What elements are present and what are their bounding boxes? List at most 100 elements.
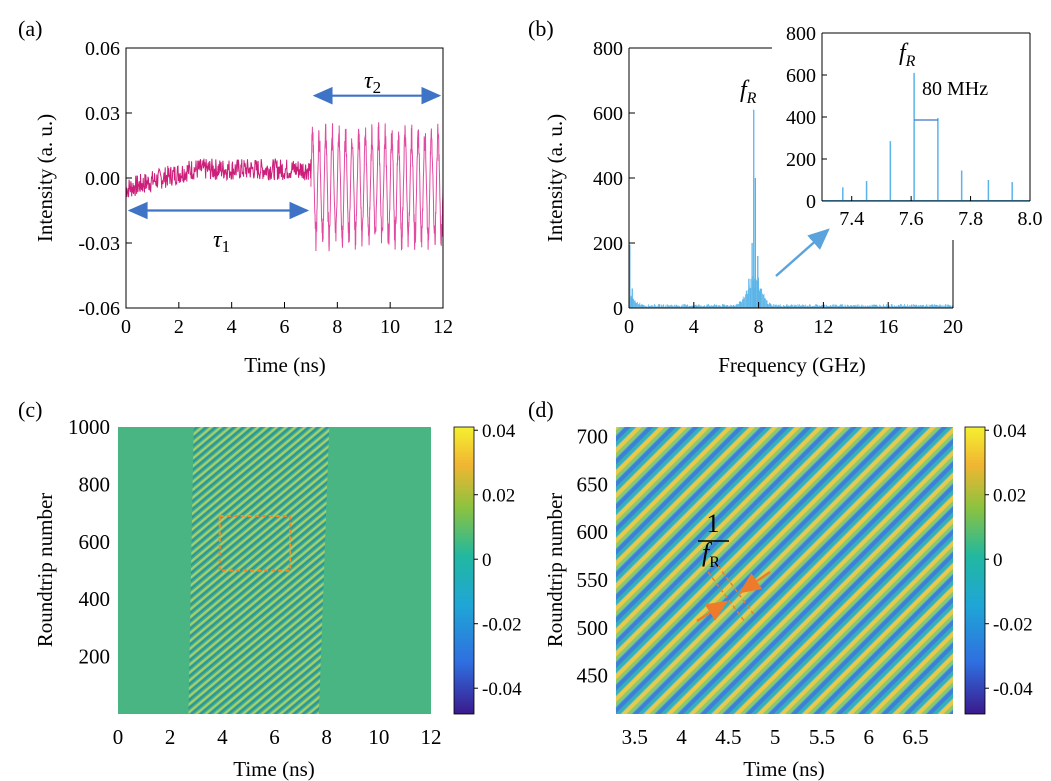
x-tick-label: 2 [165, 725, 176, 749]
panel-d-heatmap [616, 427, 953, 714]
colorbar-tick-label: 0.04 [993, 421, 1027, 442]
panel-a-x-label: Time (ns) [244, 353, 326, 377]
inset-x-axis: 7.4 7.6 7.8 8.0 [839, 196, 1043, 230]
y-tick-label: 650 [577, 472, 609, 496]
x-tick-label: 10 [380, 316, 400, 338]
y-tick-label: 600 [79, 530, 111, 554]
y-tick-label: 600 [786, 65, 816, 87]
inset-peak-label: fR [899, 40, 916, 70]
x-tick-label: 12 [813, 316, 833, 338]
period-arrow-lower [696, 600, 729, 623]
x-tick-label: 7.6 [899, 208, 924, 230]
series-tau2 [310, 122, 443, 252]
x-tick-label: 4 [227, 316, 237, 338]
x-tick-label: 20 [943, 316, 963, 338]
panel-b-peak-label: fR [740, 77, 757, 107]
y-tick-label: 0.03 [85, 103, 120, 125]
x-tick-label: 6 [864, 725, 875, 749]
panel-d-colorbar-ticks: -0.04 -0.02 0 0.02 0.04 [985, 421, 1033, 700]
panel-d: 3.5 4 4.5 5 5.5 6 6.5 450 500 550 600 650 700 Time … [543, 421, 1033, 781]
x-tick-label: 6 [269, 725, 280, 749]
y-tick-label: 0 [806, 191, 816, 213]
panel-d-y-label: Roundtrip number [543, 493, 567, 648]
x-tick-label: 4.5 [715, 725, 741, 749]
panel-b-y-axis: 0 200 400 600 800 [593, 38, 635, 320]
period-denominator: fR [702, 538, 720, 571]
x-tick-label: 12 [421, 725, 442, 749]
spacing-label: 80 MHz [922, 78, 988, 100]
panel-c-x-label: Time (ns) [233, 757, 315, 781]
inset-y-axis: 0 200 400 600 800 [786, 23, 827, 213]
panel-b-x-label: Frequency (GHz) [718, 353, 866, 377]
period-numerator: 1 [707, 509, 720, 538]
x-tick-label: 8 [332, 316, 342, 338]
x-tick-label: 6.5 [902, 725, 928, 749]
y-tick-label: 0.00 [85, 168, 120, 190]
panel-a: 0 2 4 6 8 10 12 -0.06 -0.03 0.00 0.03 0.06 Time (n… [33, 38, 453, 377]
panel-a-y-axis: -0.06 -0.03 0.00 0.03 0.06 [78, 38, 132, 320]
y-tick-label: 800 [593, 38, 623, 60]
series-tau1 [126, 158, 312, 198]
x-tick-label: 4 [689, 316, 699, 338]
tau2-label: τ2 [364, 68, 381, 97]
y-tick-label: 400 [786, 107, 816, 129]
y-tick-label: 550 [577, 568, 609, 592]
x-tick-label: 10 [368, 725, 389, 749]
colorbar-tick-label: 0 [993, 550, 1003, 571]
panel-c-y-axis: 200 400 600 800 1000 [68, 415, 110, 669]
panel-d-colorbar [964, 426, 986, 715]
y-tick-label: 800 [79, 472, 111, 496]
colorbar-tick-label: -0.02 [993, 615, 1033, 636]
x-tick-label: 8 [321, 725, 332, 749]
x-tick-label: 7.8 [958, 208, 983, 230]
colorbar-tick-label: 0.02 [482, 486, 515, 507]
y-tick-label: 500 [577, 616, 609, 640]
tau1-label: τ1 [213, 227, 230, 256]
panel-c-roi-box [218, 514, 292, 572]
panel-c-y-label: Roundtrip number [33, 493, 57, 648]
panel-b-spectrum [628, 109, 953, 308]
panel-d-x-label: Time (ns) [743, 757, 825, 781]
period-arrow-upper [739, 571, 771, 594]
inset-pointer-arrow [775, 228, 830, 277]
x-tick-label: 6 [280, 316, 290, 338]
inset: 7.4 7.6 7.8 8.0 0 200 400 600 800 fR 80 MHz [774, 22, 1043, 230]
panel-c-x-axis: 0 2 4 6 8 10 12 [113, 725, 442, 749]
x-tick-label: 16 [878, 316, 898, 338]
panel-d-x-axis: 3.5 4 4.5 5 5.5 6 6.5 [622, 725, 929, 749]
x-tick-label: 4 [676, 725, 687, 749]
colorbar-tick-label: 0 [482, 550, 492, 571]
y-tick-label: 200 [79, 645, 111, 669]
panel-c: 0 2 4 6 8 10 12 200 400 600 800 1000 Time (ns) Rou… [33, 415, 522, 781]
x-tick-label: 3.5 [622, 725, 648, 749]
x-tick-label: 12 [433, 316, 453, 338]
panel-b-x-axis: 0 4 8 12 16 20 [624, 302, 963, 338]
y-tick-label: 450 [577, 664, 609, 688]
y-tick-label: -0.06 [78, 298, 120, 320]
panel-a-y-label: Intensity (a. u.) [33, 114, 57, 242]
panel-label-b: (b) [528, 16, 554, 41]
panel-label-c: (c) [18, 397, 42, 422]
panel-d-y-axis: 450 500 550 600 650 700 [577, 425, 609, 688]
x-tick-label: 0 [624, 316, 634, 338]
colorbar-tick-label: -0.02 [482, 615, 522, 636]
colorbar-tick-label: 0.02 [993, 486, 1026, 507]
period-guide-line-1 [707, 571, 746, 623]
y-tick-label: 0.06 [85, 38, 120, 60]
y-tick-label: 600 [577, 520, 609, 544]
panel-a-series [126, 122, 443, 252]
panel-c-colorbar [453, 426, 475, 715]
period-guide-line-2 [717, 565, 756, 617]
panel-a-x-axis: 0 2 4 6 8 10 12 [121, 302, 453, 338]
panel-c-colorbar-ticks: -0.04 -0.02 0 0.02 0.04 [474, 421, 522, 700]
y-tick-label: 800 [786, 23, 816, 45]
colorbar-tick-label: -0.04 [482, 679, 522, 700]
x-tick-label: 8 [754, 316, 764, 338]
panel-label-a: (a) [18, 16, 42, 41]
y-tick-label: 400 [593, 168, 623, 190]
y-tick-label: 0 [613, 298, 623, 320]
x-tick-label: 4 [217, 725, 228, 749]
x-tick-label: 7.4 [839, 208, 864, 230]
